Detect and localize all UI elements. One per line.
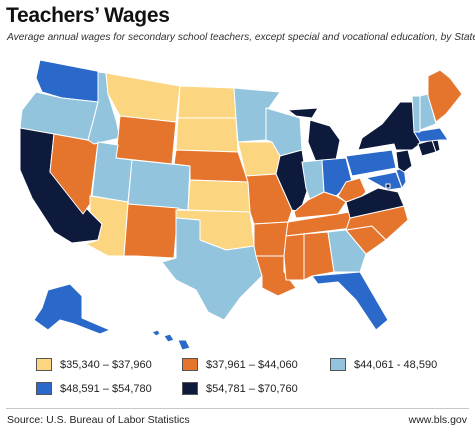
footer-divider — [6, 408, 469, 409]
legend-label: $35,340 – $37,960 — [60, 358, 152, 371]
source-credit: Source: U.S. Bureau of Labor Statistics — [7, 414, 190, 426]
state-FL — [311, 271, 389, 331]
state-ME — [427, 69, 463, 123]
state-NH — [419, 93, 437, 131]
state-MS — [283, 233, 305, 281]
chart-title: Teachers’ Wages — [6, 4, 170, 27]
legend-label: $37,961 – $44,060 — [206, 358, 298, 371]
legend-item-tier3: $44,061 - 48,590 — [330, 358, 437, 371]
legend-item-tier5: $54,781 – $70,760 — [182, 382, 298, 395]
state-NM — [123, 203, 179, 259]
us-choropleth-map — [19, 59, 463, 350]
legend-swatch — [182, 358, 198, 371]
state-AL — [303, 231, 335, 281]
state-TX — [161, 217, 263, 321]
legend-swatch — [36, 358, 52, 371]
state-PA — [345, 149, 397, 177]
chart-subtitle: Average annual wages for secondary schoo… — [7, 32, 475, 43]
legend-label: $48,591 – $54,780 — [60, 382, 152, 395]
state-KS — [187, 179, 251, 213]
legend: $35,340 – $37,960 $37,961 – $44,060 $44,… — [0, 350, 475, 410]
legend-item-tier1: $35,340 – $37,960 — [36, 358, 152, 371]
legend-swatch — [330, 358, 346, 371]
state-HI — [151, 329, 191, 350]
legend-item-tier4: $48,591 – $54,780 — [36, 382, 152, 395]
state-WY — [115, 115, 177, 165]
state-KY — [293, 191, 347, 219]
state-DC — [385, 183, 391, 189]
state-IA — [237, 141, 281, 177]
site-url: www.bls.gov — [408, 414, 467, 426]
state-WV — [337, 177, 367, 203]
state-CO — [127, 159, 191, 211]
state-AR — [253, 221, 289, 257]
legend-label: $54,781 – $70,760 — [206, 382, 298, 395]
state-NJ — [395, 149, 413, 173]
state-VT — [411, 95, 421, 133]
state-MD — [365, 171, 403, 191]
state-MT — [105, 72, 181, 123]
state-NY — [357, 101, 421, 151]
state-SD — [175, 117, 239, 153]
legend-label: $44,061 - 48,590 — [354, 358, 438, 371]
legend-item-tier2: $37,961 – $44,060 — [182, 358, 298, 371]
legend-swatch — [182, 382, 198, 395]
state-GA — [327, 229, 367, 273]
state-AK — [33, 283, 111, 335]
state-ND — [177, 85, 237, 119]
state-MA — [413, 127, 449, 143]
legend-swatch — [36, 382, 52, 395]
states-layer — [19, 59, 463, 350]
